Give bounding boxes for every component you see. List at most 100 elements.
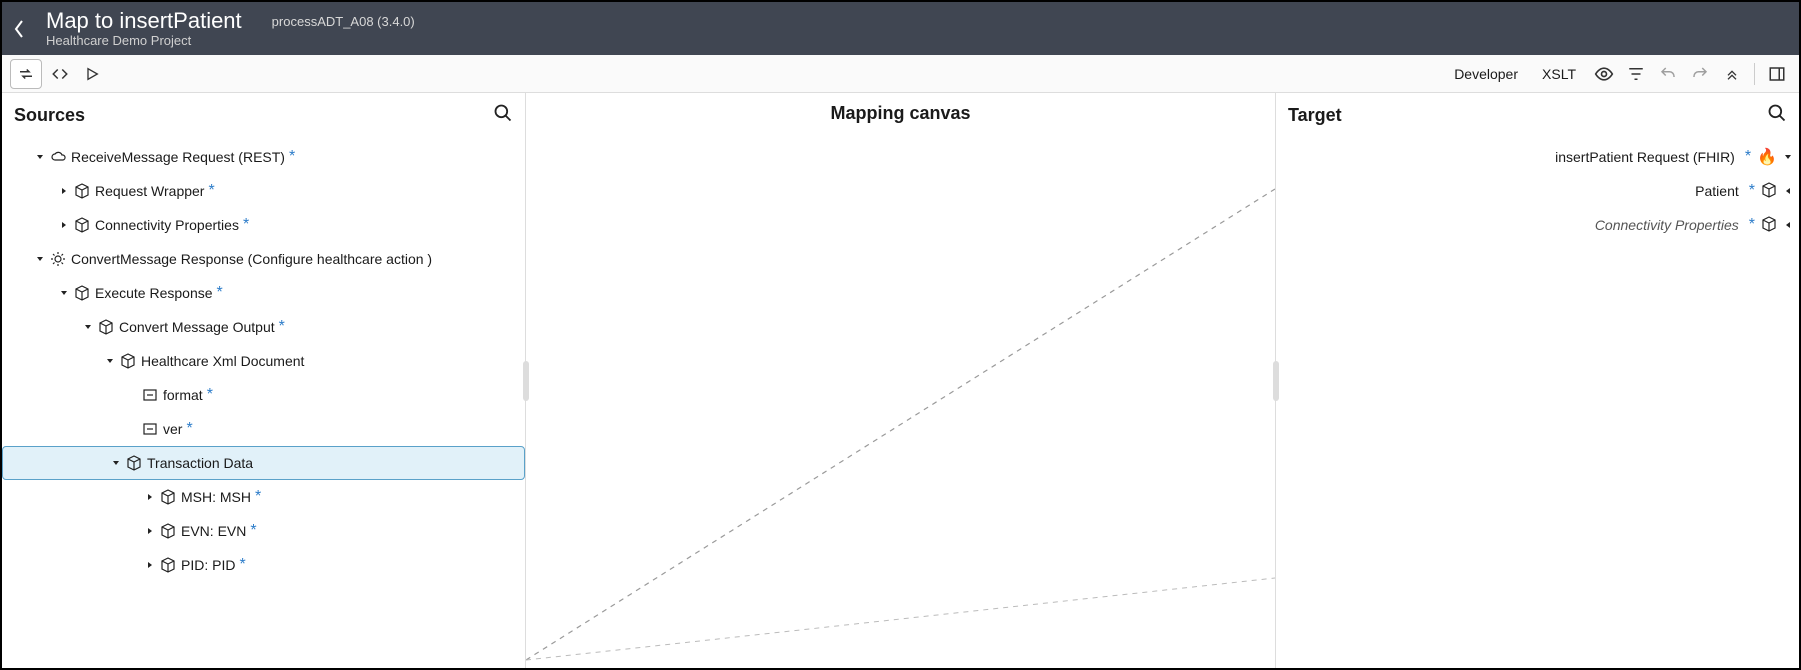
- process-label: processADT_A08 (3.4.0): [272, 14, 415, 29]
- chevron-left-icon[interactable]: [1783, 217, 1793, 233]
- cube-icon: [73, 183, 91, 199]
- panel-toggle-icon: [1768, 65, 1786, 83]
- undo-button[interactable]: [1654, 60, 1682, 88]
- mapped-indicator: *: [250, 523, 256, 539]
- cube-icon: [159, 523, 177, 539]
- undo-icon: [1659, 65, 1677, 83]
- mapped-indicator: *: [289, 149, 295, 165]
- node-label: Connectivity Properties: [95, 217, 239, 233]
- mapped-indicator: *: [207, 387, 213, 403]
- node-label: Execute Response: [95, 285, 213, 301]
- toggle-icon[interactable]: [57, 186, 71, 196]
- visibility-icon: [1594, 64, 1614, 84]
- node-label: ConvertMessage Response (Configure healt…: [71, 251, 432, 267]
- xslt-button[interactable]: XSLT: [1532, 66, 1586, 82]
- cube-icon: [159, 489, 177, 505]
- source-node-er[interactable]: Execute Response*: [2, 276, 525, 310]
- target-title: Target: [1288, 105, 1342, 126]
- source-node-ver[interactable]: ver*: [2, 412, 525, 446]
- source-node-evn[interactable]: EVN: EVN*: [2, 514, 525, 548]
- node-label: insertPatient Request (FHIR): [1555, 149, 1735, 165]
- source-node-cp[interactable]: Connectivity Properties*: [2, 208, 525, 242]
- code-button[interactable]: [46, 60, 74, 88]
- panel-toggle-button[interactable]: [1763, 60, 1791, 88]
- source-node-rmr[interactable]: ReceiveMessage Request (REST)*: [2, 140, 525, 174]
- node-label: Transaction Data: [147, 455, 253, 471]
- sources-panel: Sources ReceiveMessage Request (REST)*Re…: [2, 93, 526, 668]
- target-tree: insertPatient Request (FHIR)*🔥Patient*Co…: [1276, 138, 1799, 252]
- title-block: Map to insertPatient Healthcare Demo Pro…: [46, 9, 242, 48]
- toolbar: Developer XSLT: [2, 55, 1799, 93]
- sources-title: Sources: [14, 105, 85, 126]
- collapse-icon: [1724, 66, 1740, 82]
- toggle-icon[interactable]: [109, 458, 123, 468]
- code-icon: [51, 65, 69, 83]
- page-subtitle: Healthcare Demo Project: [46, 33, 242, 48]
- node-label: Convert Message Output: [119, 319, 275, 335]
- visibility-button[interactable]: [1590, 60, 1618, 88]
- redo-button[interactable]: [1686, 60, 1714, 88]
- mapped-indicator: *: [243, 217, 249, 233]
- leaf-icon: [141, 421, 159, 437]
- toggle-icon[interactable]: [33, 152, 47, 162]
- cube-icon: [73, 217, 91, 233]
- redo-icon: [1691, 65, 1709, 83]
- app-header: Map to insertPatient Healthcare Demo Pro…: [2, 2, 1799, 55]
- sources-search-button[interactable]: [493, 103, 513, 128]
- right-splitter[interactable]: [1273, 361, 1279, 401]
- node-label: Connectivity Properties: [1595, 217, 1739, 233]
- cube-icon: [119, 353, 137, 369]
- source-node-cmo[interactable]: Convert Message Output*: [2, 310, 525, 344]
- source-node-cmr[interactable]: ConvertMessage Response (Configure healt…: [2, 242, 525, 276]
- toggle-icon[interactable]: [57, 288, 71, 298]
- toggle-icon[interactable]: [81, 322, 95, 332]
- back-icon: [12, 18, 26, 40]
- node-label: EVN: EVN: [181, 523, 246, 539]
- mapped-indicator: *: [255, 489, 261, 505]
- source-node-hxd[interactable]: Healthcare Xml Document: [2, 344, 525, 378]
- mapped-indicator: *: [186, 421, 192, 437]
- source-node-td[interactable]: Transaction Data: [2, 446, 525, 480]
- toggle-icon[interactable]: [143, 560, 157, 570]
- cube-icon: [97, 319, 115, 335]
- sources-tree: ReceiveMessage Request (REST)*Request Wr…: [2, 138, 525, 592]
- chevron-left-icon[interactable]: [1783, 183, 1793, 199]
- canvas-title: Mapping canvas: [830, 103, 970, 124]
- back-button[interactable]: [12, 18, 26, 40]
- node-label: Request Wrapper: [95, 183, 204, 199]
- target-search-button[interactable]: [1767, 103, 1787, 128]
- filter-button[interactable]: [1622, 60, 1650, 88]
- toggle-icon[interactable]: [57, 220, 71, 230]
- left-splitter[interactable]: [523, 361, 529, 401]
- source-node-fmt[interactable]: format*: [2, 378, 525, 412]
- toggle-icon[interactable]: [143, 526, 157, 536]
- mapped-indicator: *: [1749, 217, 1755, 233]
- source-node-pid[interactable]: PID: PID*: [2, 548, 525, 582]
- fhir-icon: 🔥: [1757, 147, 1777, 167]
- target-node-pat[interactable]: Patient*: [1276, 174, 1799, 208]
- cube-icon: [1761, 182, 1777, 201]
- chevron-down-icon[interactable]: [1783, 149, 1793, 165]
- source-node-rw[interactable]: Request Wrapper*: [2, 174, 525, 208]
- search-icon: [1767, 103, 1787, 123]
- swap-button-group[interactable]: [10, 59, 42, 89]
- mapped-indicator: *: [217, 285, 223, 301]
- cube-icon: [125, 455, 143, 471]
- gear-icon: [49, 251, 67, 267]
- node-label: Healthcare Xml Document: [141, 353, 304, 369]
- toggle-icon[interactable]: [103, 356, 117, 366]
- search-icon: [493, 103, 513, 123]
- developer-button[interactable]: Developer: [1444, 66, 1528, 82]
- cube-icon: [1761, 216, 1777, 235]
- cube-icon: [73, 285, 91, 301]
- toggle-icon[interactable]: [33, 254, 47, 264]
- main-area: Sources ReceiveMessage Request (REST)*Re…: [2, 93, 1799, 668]
- play-icon: [84, 66, 100, 82]
- source-node-msh[interactable]: MSH: MSH*: [2, 480, 525, 514]
- play-button[interactable]: [78, 60, 106, 88]
- toggle-icon[interactable]: [143, 492, 157, 502]
- target-node-tcp[interactable]: Connectivity Properties *: [1276, 208, 1799, 242]
- collapse-button[interactable]: [1718, 60, 1746, 88]
- target-node-ipr[interactable]: insertPatient Request (FHIR)*🔥: [1276, 140, 1799, 174]
- mapping-canvas-panel: Mapping canvas: [526, 93, 1275, 668]
